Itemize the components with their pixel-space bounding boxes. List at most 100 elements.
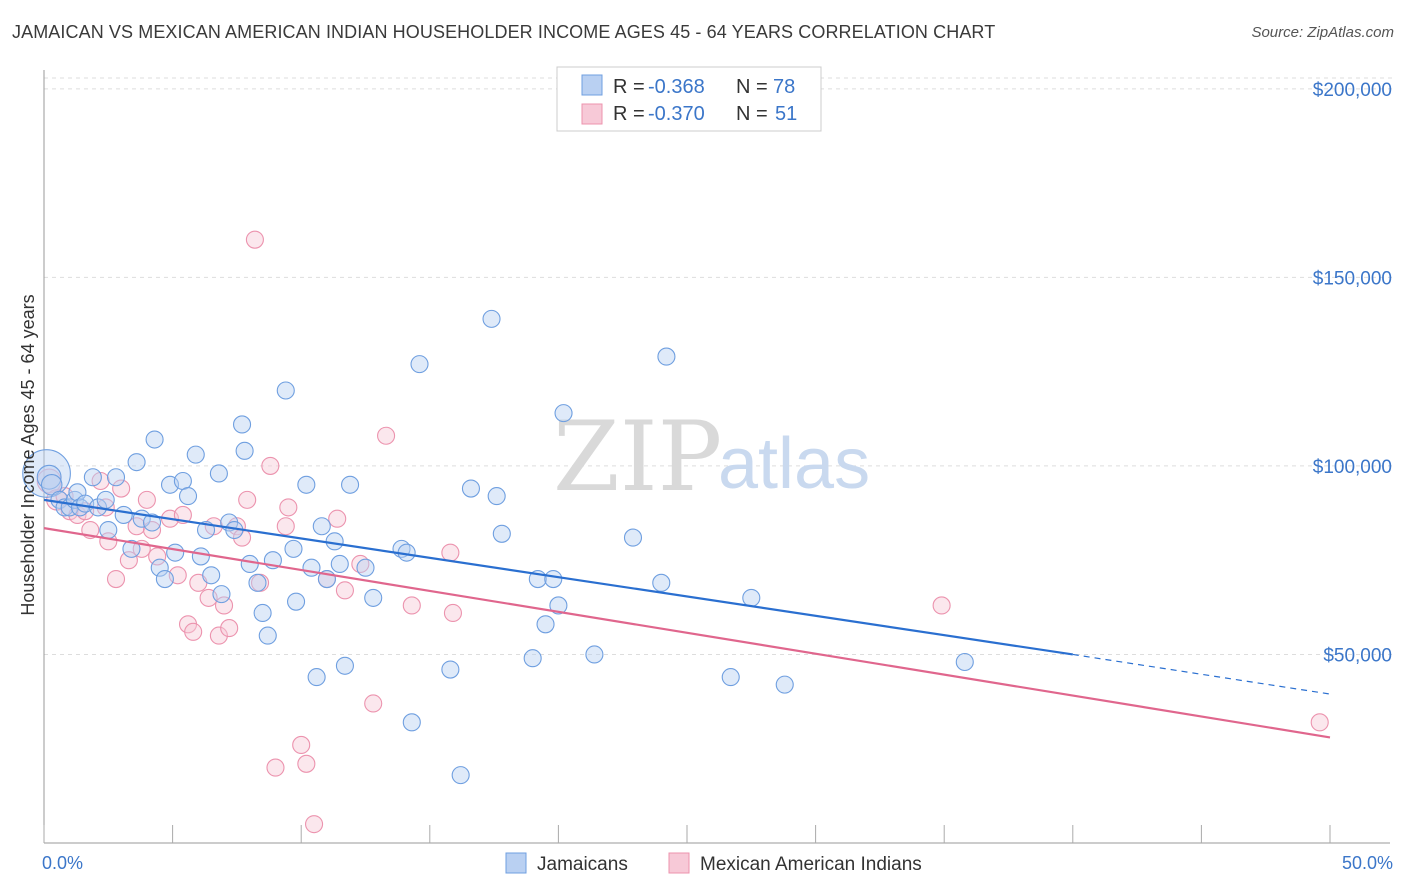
point-jamaicans-10	[83, 468, 102, 487]
y-tick-label-2: $150,000	[1313, 268, 1392, 289]
point-jamaicans-64	[487, 487, 506, 506]
point-jamaicans-24	[166, 543, 185, 562]
point-jamaicans-58	[402, 713, 421, 732]
point-mexican-26	[209, 626, 228, 645]
series-jamaicans	[22, 309, 974, 785]
point-mexican-39	[297, 754, 316, 773]
point-jamaicans-15	[114, 505, 133, 524]
point-mexican-40	[305, 815, 324, 834]
point-jamaicans-79	[955, 652, 974, 672]
legend-swatch-mexican	[581, 103, 603, 125]
x-tick-label-max: 50.0%	[1342, 853, 1393, 873]
point-jamaicans-63	[482, 309, 501, 328]
source-label: Source: ZipAtlas.com	[1251, 24, 1394, 41]
point-jamaicans-31	[209, 464, 228, 483]
point-jamaicans-75	[657, 347, 676, 366]
point-jamaicans-40	[258, 626, 277, 645]
point-mexican-15	[137, 490, 156, 509]
x-tick-label-min: 0.0%	[42, 853, 83, 873]
chart-title: JAMAICAN VS MEXICAN AMERICAN INDIAN HOUS…	[12, 22, 996, 42]
point-jamaicans-35	[232, 415, 252, 434]
point-mexican-10	[106, 569, 126, 589]
point-jamaicans-42	[276, 381, 295, 400]
point-mexican-37	[279, 498, 298, 517]
point-mexican-17	[148, 547, 167, 566]
point-jamaicans-17	[127, 453, 146, 472]
legend-n-label-1: N =	[736, 76, 768, 98]
y-tick-label-3: $200,000	[1313, 80, 1392, 101]
point-jamaicans-55	[364, 588, 383, 607]
y-tick-label-0: $50,000	[1323, 645, 1392, 666]
point-mexican-47	[402, 596, 421, 615]
legend-n-value-1: 78	[773, 76, 795, 98]
point-mexican-27	[214, 596, 234, 615]
legend-r-value-1: -0.368	[648, 76, 705, 98]
point-jamaicans-61	[451, 766, 470, 785]
point-jamaicans-62	[461, 479, 481, 498]
point-mexican-51	[1310, 713, 1329, 732]
point-jamaicans-52	[335, 656, 354, 675]
point-jamaicans-22	[155, 569, 174, 589]
point-jamaicans-26	[178, 487, 198, 506]
point-mexican-31	[238, 490, 257, 509]
point-jamaicans-28	[191, 547, 210, 566]
point-mexican-49	[443, 603, 462, 623]
point-mexican-28	[220, 619, 239, 638]
point-jamaicans-44	[287, 592, 306, 611]
point-jamaicans-48	[312, 517, 331, 536]
point-jamaicans-59	[410, 355, 429, 374]
legend-r-label-2: R =	[613, 103, 645, 125]
point-mexican-43	[335, 581, 354, 600]
legend-swatch-jamaicans	[581, 74, 603, 96]
y-tick-labels: $50,000 $100,000 $150,000 $200,000	[1313, 80, 1392, 667]
point-jamaicans-71	[554, 404, 573, 423]
trend-line-jamaicans	[43, 498, 1073, 656]
point-jamaicans-70	[549, 596, 568, 615]
point-jamaicans-36	[235, 441, 254, 460]
correlation-legend: R = -0.368 N = 78 R = -0.370 N = 51	[556, 66, 822, 132]
point-jamaicans-19	[142, 513, 162, 532]
trend-line-mexican	[43, 527, 1331, 739]
watermark-zip: ZIP	[553, 401, 722, 513]
point-mexican-11	[112, 479, 131, 498]
point-jamaicans-45	[297, 475, 316, 494]
bottom-legend-swatch-jamaicans	[505, 852, 527, 874]
bottom-legend-mexican: Mexican American Indians	[700, 854, 922, 875]
point-jamaicans-60	[441, 660, 460, 679]
point-jamaicans-43	[284, 539, 303, 558]
point-jamaicans-76	[721, 668, 740, 687]
trend-lines	[43, 498, 1331, 739]
point-jamaicans-16	[122, 539, 141, 558]
bottom-legend-jamaicans: Jamaicans	[537, 854, 628, 875]
point-mexican-38	[292, 735, 311, 755]
point-jamaicans-20	[145, 430, 164, 449]
point-jamaicans-25	[173, 471, 192, 491]
series-legend: Jamaicans Mexican American Indians	[505, 852, 922, 875]
point-jamaicans-27	[186, 445, 205, 464]
point-jamaicans-54	[356, 558, 375, 577]
point-jamaicans-77	[742, 588, 761, 607]
point-jamaicans-32	[212, 585, 231, 604]
point-jamaicans-21	[150, 558, 169, 577]
point-jamaicans-53	[341, 475, 360, 494]
legend-r-label-1: R =	[613, 76, 645, 98]
y-tick-label-1: $100,000	[1313, 457, 1392, 478]
point-jamaicans-39	[253, 603, 272, 623]
point-jamaicans-2	[40, 474, 63, 496]
point-mexican-22	[184, 622, 203, 641]
point-jamaicans-47	[307, 668, 326, 687]
point-jamaicans-73	[623, 528, 643, 547]
point-mexican-46	[377, 426, 396, 445]
point-mexican-16	[142, 520, 162, 540]
point-mexican-35	[266, 758, 285, 777]
point-jamaicans-12	[96, 490, 115, 509]
point-jamaicans-1	[36, 464, 62, 490]
point-jamaicans-68	[536, 615, 555, 634]
point-mexican-32	[245, 230, 264, 249]
point-jamaicans-69	[544, 569, 563, 589]
point-mexican-42	[328, 509, 347, 528]
point-mexican-48	[441, 543, 460, 562]
legend-r-value-2: -0.370	[648, 103, 705, 125]
point-jamaicans-78	[775, 675, 794, 694]
point-jamaicans-50	[325, 532, 344, 551]
